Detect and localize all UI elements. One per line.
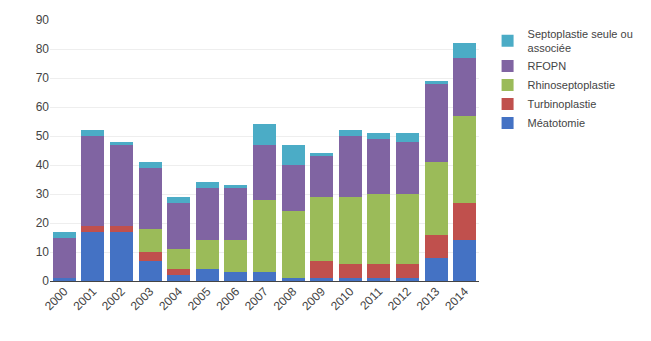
svg-text:2010: 2010 [328, 284, 357, 313]
svg-text:2012: 2012 [385, 284, 414, 313]
svg-text:80: 80 [36, 42, 50, 56]
svg-text:2009: 2009 [299, 284, 328, 313]
svg-text:2001: 2001 [70, 284, 99, 313]
svg-text:2011: 2011 [357, 284, 385, 312]
svg-text:2014: 2014 [442, 284, 471, 313]
svg-text:2008: 2008 [271, 284, 300, 313]
svg-text:2000: 2000 [42, 284, 71, 313]
svg-text:2013: 2013 [414, 284, 443, 313]
svg-text:50: 50 [36, 129, 50, 143]
svg-text:2004: 2004 [156, 284, 185, 313]
svg-text:60: 60 [36, 100, 50, 114]
svg-text:Méatotomie: Méatotomie [528, 117, 585, 129]
svg-text:40: 40 [36, 158, 50, 172]
svg-text:2005: 2005 [185, 284, 214, 313]
svg-text:70: 70 [36, 71, 50, 85]
svg-text:2002: 2002 [99, 284, 128, 313]
svg-text:RFOPN: RFOPN [528, 60, 567, 72]
svg-text:2003: 2003 [128, 284, 157, 313]
svg-text:10: 10 [36, 245, 50, 259]
svg-text:90: 90 [36, 13, 50, 27]
svg-text:2006: 2006 [213, 284, 242, 313]
svg-text:20: 20 [36, 216, 50, 230]
svg-text:Rhinoseptoplastie: Rhinoseptoplastie [528, 79, 615, 91]
svg-text:2007: 2007 [242, 284, 271, 313]
svg-text:Turbinoplastie: Turbinoplastie [528, 98, 597, 110]
svg-text:30: 30 [36, 187, 50, 201]
svg-text:0: 0 [42, 274, 49, 288]
svg-text:Septoplastie seule ouassociée: Septoplastie seule ouassociée [528, 28, 633, 54]
